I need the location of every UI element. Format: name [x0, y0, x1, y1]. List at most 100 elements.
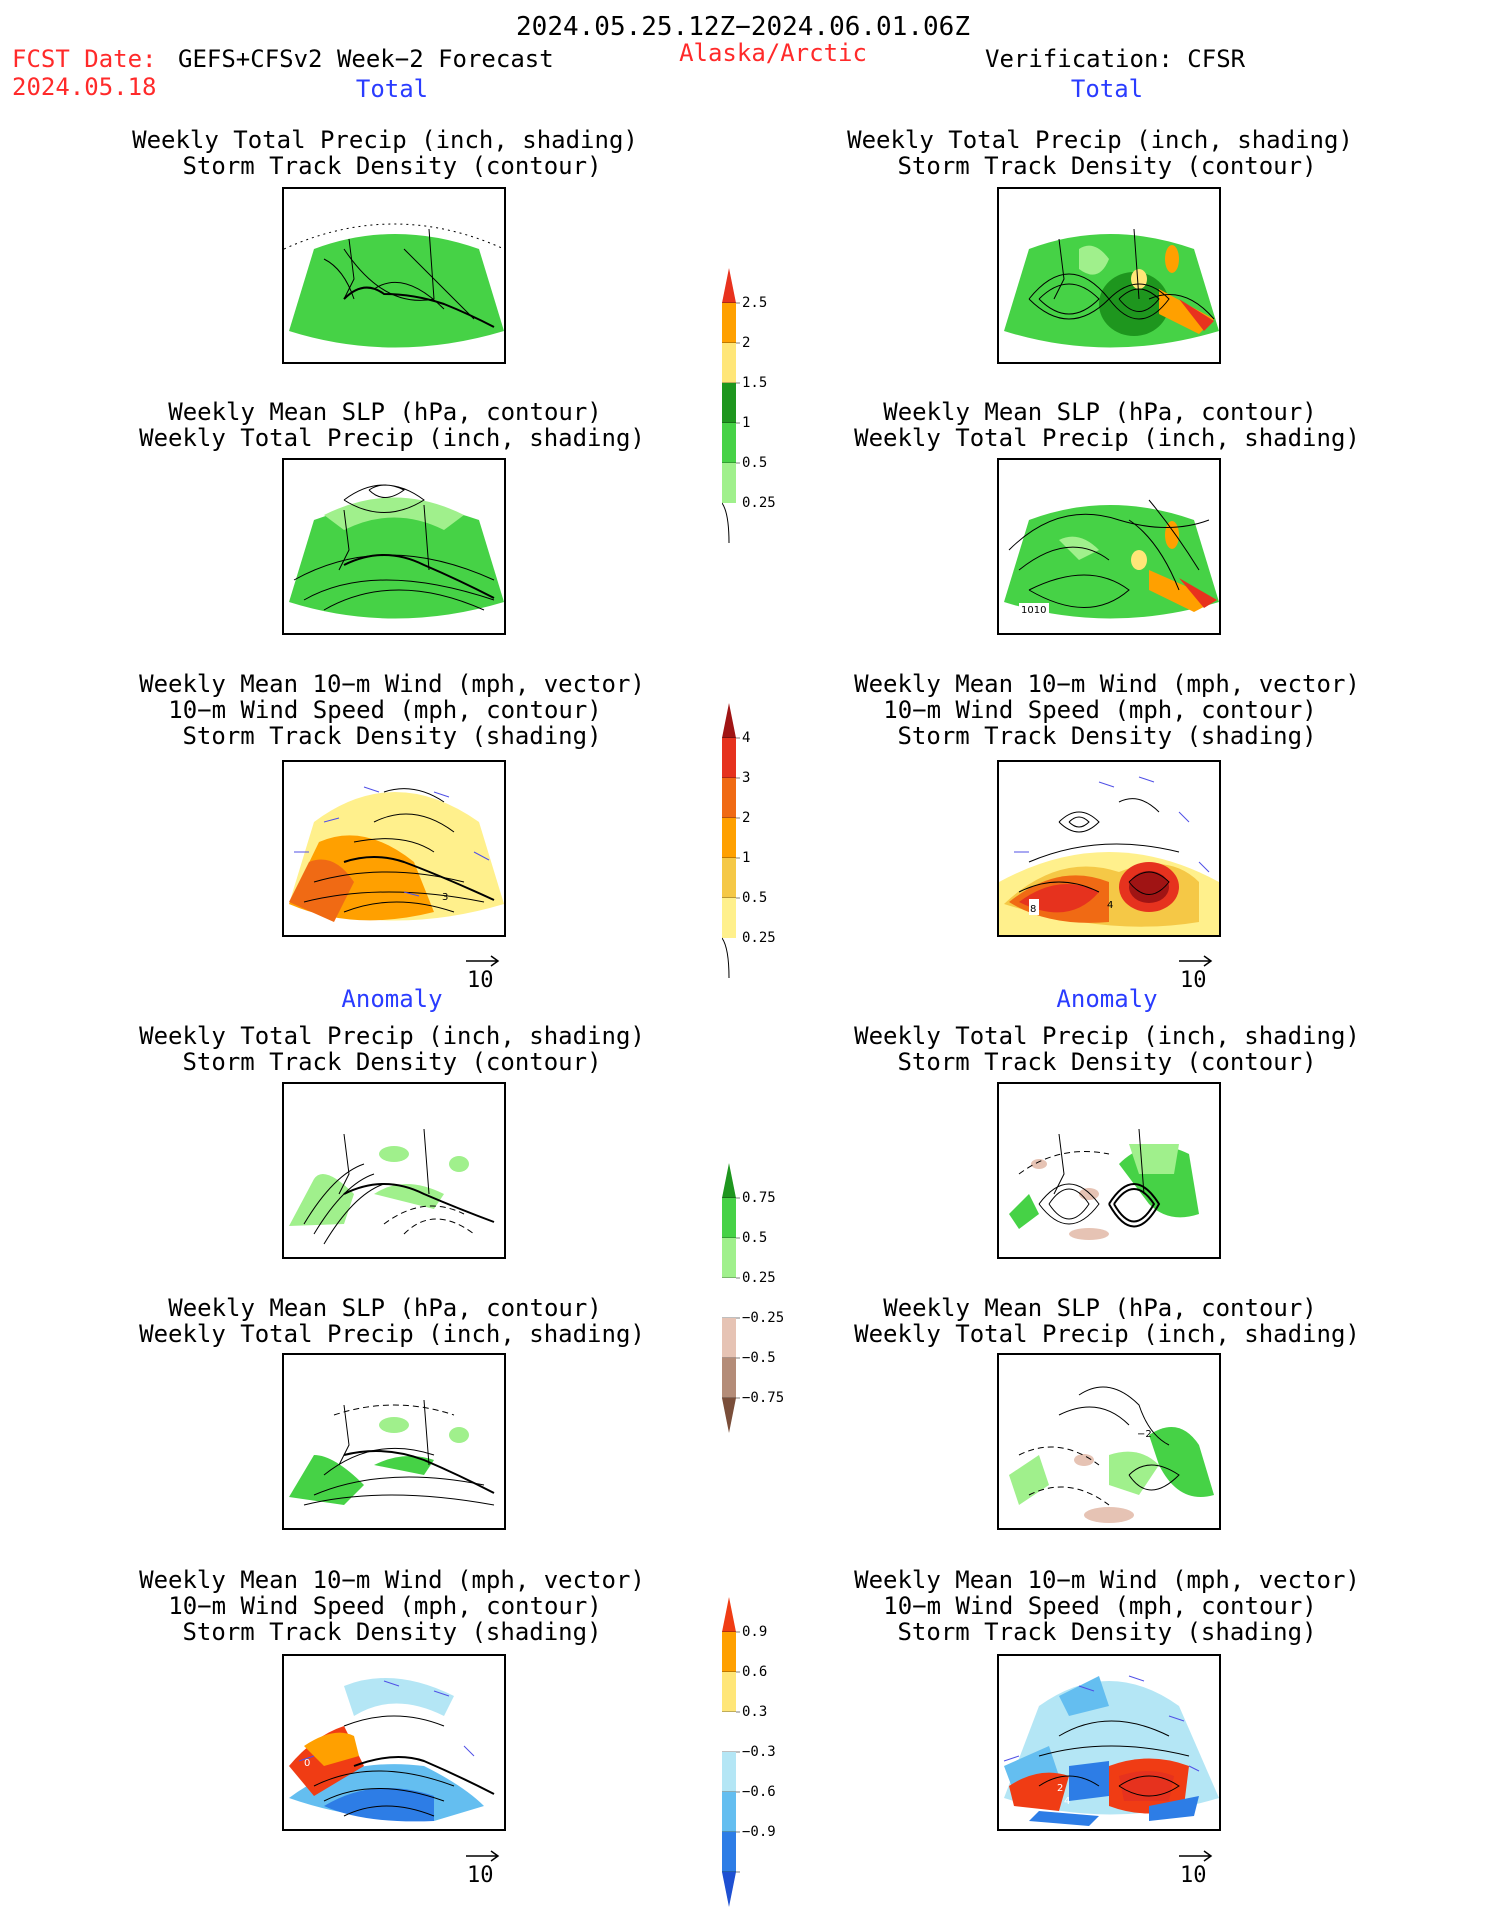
vector-ref-arrow-icon	[466, 1850, 500, 1862]
title-verif-total-wind-2: 10−m Wind Speed (mph, contour)	[883, 696, 1317, 724]
section-anomaly-verification: Anomaly	[1056, 985, 1158, 1013]
colorbar-swatch	[722, 1398, 736, 1433]
colorbar-precip-total-svg	[721, 268, 740, 544]
colorbar-label: −0.9	[742, 1824, 776, 1840]
colorbar-swatch	[722, 1278, 736, 1318]
title-verif-total-slp-1: Weekly Mean SLP (hPa, contour)	[883, 398, 1317, 426]
colorbar-label: 3	[742, 770, 751, 786]
colorbar-label: −0.6	[742, 1784, 776, 1800]
title-fcst-anom-wind-1: Weekly Mean 10−m Wind (mph, vector)	[139, 1566, 645, 1594]
title-fcst-total-precip-1: Weekly Total Precip (inch, shading)	[132, 126, 638, 154]
title-fcst-total-slp-2: Weekly Total Precip (inch, shading)	[139, 424, 645, 452]
colorbar-label: 2	[742, 335, 751, 351]
colorbar-precip-anomaly-svg	[722, 1163, 740, 1433]
fcst-date-value: 2024.05.18	[12, 73, 157, 101]
fcst-date-label: FCST Date:	[12, 45, 157, 73]
colorbar-label: 0.5	[742, 455, 768, 471]
contour-label-minus2: −2	[1137, 1429, 1152, 1440]
colorbar-label: −0.5	[742, 1350, 776, 1366]
title-fcst-anom-wind-2: 10−m Wind Speed (mph, contour)	[168, 1592, 602, 1620]
contour-label-1010: 1010	[1021, 605, 1046, 616]
contour-label-8: 8	[1030, 904, 1036, 915]
colorbar-precip-total: 2.5 2 1.5 1 0.5 0.25	[721, 268, 782, 556]
title-fcst-anom-precip-2: Storm Track Density (contour)	[182, 1048, 602, 1076]
colorbar-swatch	[722, 818, 736, 858]
title-verif-total-wind-1: Weekly Mean 10−m Wind (mph, vector)	[854, 670, 1360, 698]
title-fcst-anom-wind-3: Storm Track Density (shading)	[182, 1618, 602, 1646]
vector-ref-arrow-icon	[1179, 955, 1213, 967]
title-verif-anom-slp-1: Weekly Mean SLP (hPa, contour)	[883, 1294, 1317, 1322]
colorbar-storm-anomaly: 0.9 0.6 0.3 −0.3 −0.6 −0.9	[722, 1597, 782, 1915]
title-verif-total-precip-2: Storm Track Density (contour)	[897, 152, 1317, 180]
contour-label-2: 2	[1057, 1783, 1063, 1794]
colorbar-label: 2.5	[742, 295, 768, 311]
title-verif-total-wind-3: Storm Track Density (shading)	[897, 722, 1317, 750]
contour-label-3: 3	[442, 892, 448, 903]
colorbar-swatch	[722, 1672, 736, 1712]
title-fcst-total-wind-3: Storm Track Density (shading)	[182, 722, 602, 750]
region-label: Alaska/Arctic	[679, 39, 867, 67]
vector-ref-arrow-icon	[1179, 1850, 1213, 1862]
colorbar-storm-total: 4 3 2 1 0.5 0.25	[721, 703, 782, 991]
map-fcst-anom-precip	[282, 1082, 506, 1259]
vector-ref-label: 10	[1180, 1863, 1207, 1888]
colorbar-swatch	[722, 1358, 736, 1398]
colorbar-label: 0.25	[742, 1270, 776, 1286]
title-verif-anom-wind-3: Storm Track Density (shading)	[897, 1618, 1317, 1646]
colorbar-swatch	[722, 1198, 736, 1238]
title-fcst-anom-slp-2: Weekly Total Precip (inch, shading)	[139, 1320, 645, 1348]
colorbar-label: −0.75	[742, 1390, 785, 1406]
vector-ref-label: 10	[1180, 968, 1207, 993]
colorbar-tail	[721, 937, 730, 979]
vector-ref-arrow-icon	[466, 955, 500, 967]
colorbar-label: 1	[742, 415, 751, 431]
map-verif-anom-wind: 2 4	[997, 1654, 1221, 1831]
colorbar-label: 0.75	[742, 1190, 776, 1206]
contour-label-0: 0	[304, 1758, 310, 1769]
colorbar-swatch	[722, 738, 736, 778]
colorbar-swatch	[722, 1632, 736, 1672]
colorbar-label: 0.9	[742, 1624, 768, 1640]
title-fcst-total-slp-1: Weekly Mean SLP (hPa, contour)	[168, 398, 602, 426]
colorbar-swatch	[722, 1752, 736, 1792]
title-verif-total-precip-1: Weekly Total Precip (inch, shading)	[847, 126, 1353, 154]
map-verif-total-precip	[997, 187, 1221, 364]
colorbar-swatch	[722, 778, 736, 818]
section-total-verification: Total	[1070, 75, 1144, 103]
section-anomaly-forecast: Anomaly	[341, 985, 443, 1013]
colorbar-label: 0.6	[742, 1664, 768, 1680]
colorbar-precip-anomaly: 0.75 0.5 0.25 −0.25 −0.5 −0.75	[722, 1163, 785, 1441]
colorbar-swatch	[722, 1597, 736, 1632]
map-verif-total-slp: 1010	[997, 458, 1221, 635]
colorbar-label: 1.5	[742, 375, 768, 391]
colorbar-swatch	[722, 858, 736, 898]
title-fcst-anom-precip-1: Weekly Total Precip (inch, shading)	[139, 1022, 645, 1050]
title-fcst-total-wind-1: Weekly Mean 10−m Wind (mph, vector)	[139, 670, 645, 698]
colorbar-swatch	[722, 898, 736, 938]
colorbar-storm-anomaly-svg	[722, 1597, 740, 1907]
colorbar-storm-total-svg	[721, 703, 740, 979]
colorbar-label: 2	[742, 810, 751, 826]
colorbar-swatch	[722, 1872, 736, 1907]
section-total-forecast: Total	[355, 75, 429, 103]
map-fcst-total-slp	[282, 458, 506, 635]
colorbar-swatch	[722, 703, 736, 738]
vector-ref-label: 10	[467, 1863, 494, 1888]
colorbar-label: −0.3	[742, 1744, 776, 1760]
colorbar-swatch	[722, 1712, 736, 1752]
title-fcst-total-precip-2: Storm Track Density (contour)	[182, 152, 602, 180]
contour-label-4: 4	[1107, 900, 1113, 911]
colorbar-label: 0.5	[742, 890, 768, 906]
colorbar-swatch	[722, 463, 736, 503]
vector-ref-label: 10	[467, 968, 494, 993]
map-verif-total-wind: 4 8	[997, 760, 1221, 937]
colorbar-tail	[721, 502, 730, 544]
colorbar-swatch	[722, 383, 736, 423]
title-verif-anom-wind-2: 10−m Wind Speed (mph, contour)	[883, 1592, 1317, 1620]
colorbar-swatch	[722, 1792, 736, 1832]
map-fcst-total-wind: 3	[282, 760, 506, 937]
map-verif-anom-slp: −2	[997, 1353, 1221, 1530]
colorbar-label: 0.5	[742, 1230, 768, 1246]
colorbar-swatch	[722, 1318, 736, 1358]
colorbar-label: 0.25	[742, 495, 776, 511]
